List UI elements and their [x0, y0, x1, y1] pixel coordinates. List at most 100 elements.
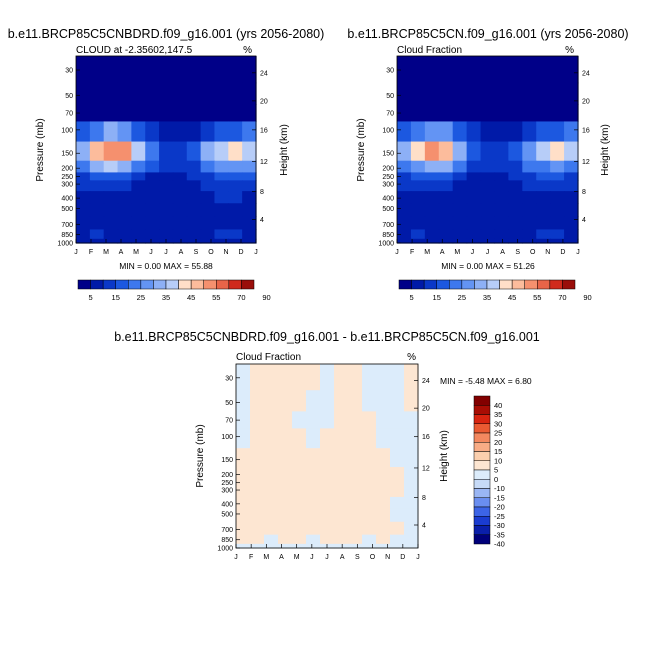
heatmap-cell	[306, 486, 321, 498]
heatmap-cell	[480, 121, 496, 143]
heatmap-cell	[76, 238, 91, 244]
pressure-tick-label: 250	[221, 480, 233, 487]
heatmap-cell	[452, 180, 468, 192]
heatmap-cell	[292, 390, 307, 412]
heatmap-cell	[334, 496, 349, 510]
heatmap-cell	[76, 56, 91, 84]
pressure-tick-label: 400	[61, 196, 73, 203]
heatmap-cell	[376, 364, 391, 391]
heatmap-cell	[348, 478, 363, 487]
month-tick-label: N	[545, 249, 550, 256]
colorbar-label: 35	[162, 293, 170, 302]
heatmap-cell	[278, 478, 293, 487]
heatmap-cell	[89, 56, 105, 84]
height-tick-label: 12	[422, 465, 430, 472]
heatmap-cell	[424, 160, 440, 174]
pressure-tick-label: 30	[225, 375, 233, 382]
heatmap-cell	[494, 121, 509, 143]
pressure-tick-label: 300	[61, 182, 73, 189]
heatmap-cell	[362, 496, 377, 510]
heatmap-cell	[348, 364, 363, 391]
month-tick-label: J	[395, 249, 399, 256]
heatmap-cell	[250, 543, 265, 549]
heatmap-cell	[236, 364, 251, 391]
heatmap-cell	[186, 141, 202, 162]
heatmap-cell	[466, 229, 482, 240]
panel-2-ylabel-right: Height (km)	[600, 124, 611, 176]
heatmap-cell	[89, 82, 105, 105]
heatmap-cell	[228, 141, 243, 162]
heatmap-cell	[404, 486, 419, 498]
panel-1-subtitle: CLOUD at -2.35602,147.5	[76, 45, 193, 56]
heatmap-cell	[480, 160, 496, 174]
heatmap-cell	[228, 238, 243, 244]
heatmap-cell	[131, 160, 146, 174]
heatmap-cell	[228, 104, 243, 123]
heatmap-cell	[536, 141, 551, 162]
heatmap-cell	[404, 521, 419, 536]
month-tick-label: A	[500, 249, 505, 256]
pressure-tick-label: 850	[61, 232, 73, 239]
heatmap-cell	[131, 172, 146, 181]
heatmap-cell	[145, 160, 160, 174]
colorbar-label: -30	[494, 521, 505, 530]
pressure-tick-label: 850	[221, 537, 233, 544]
heatmap-cell	[334, 478, 349, 487]
colorbar-label: 15	[433, 293, 441, 302]
heatmap-cell	[250, 448, 265, 468]
heatmap-cell	[362, 411, 377, 429]
heatmap-cell	[564, 180, 579, 192]
month-tick-label: D	[238, 249, 243, 256]
heatmap-cell	[159, 229, 174, 240]
heatmap-cell	[494, 56, 509, 84]
heatmap-cell	[278, 390, 293, 412]
height-tick-label: 24	[582, 70, 590, 77]
heatmap-cell	[452, 216, 468, 231]
heatmap-cell	[320, 508, 335, 523]
heatmap-cell	[306, 543, 321, 549]
heatmap-cell	[320, 428, 335, 449]
heatmap-cell	[292, 478, 307, 487]
heatmap-cell	[550, 191, 565, 204]
colorbar-label: 90	[262, 293, 270, 302]
heatmap-cell	[376, 543, 391, 549]
heatmap-cell	[76, 82, 91, 105]
heatmap-cell	[480, 191, 496, 204]
heatmap-cell	[410, 180, 426, 192]
heatmap-cell	[159, 216, 174, 231]
heatmap-cell	[362, 448, 377, 468]
heatmap-cell	[236, 508, 251, 523]
heatmap-cell	[410, 121, 426, 143]
heatmap-cell	[214, 104, 229, 123]
pressure-tick-label: 70	[65, 111, 73, 118]
heatmap-cell	[214, 229, 229, 240]
heatmap-cell	[404, 543, 419, 549]
heatmap-cell	[89, 104, 105, 123]
heatmap-cell	[159, 191, 174, 204]
panel-3-subtitle: Cloud Fraction	[236, 352, 301, 363]
heatmap-cell	[320, 521, 335, 536]
heatmap-cell	[397, 160, 412, 174]
heatmap-cell	[424, 172, 440, 181]
heatmap-cell	[186, 121, 202, 143]
heatmap-cell	[320, 448, 335, 468]
pressure-tick-label: 70	[386, 111, 394, 118]
panel-2-title: b.e11.BRCP85C5CN.f09_g16.001 (yrs 2056-2…	[347, 27, 628, 41]
pressure-tick-label: 1000	[57, 241, 73, 248]
heatmap-cell	[438, 203, 454, 217]
heatmap-cell	[410, 229, 426, 240]
colorbar-label: -20	[494, 503, 505, 512]
colorbar-label: 25	[458, 293, 466, 302]
height-tick-label: 16	[260, 127, 268, 134]
heatmap-cell	[89, 180, 105, 192]
heatmap-cell	[452, 238, 468, 244]
heatmap-cell	[536, 238, 551, 244]
heatmap-cell	[242, 104, 257, 123]
heatmap-cell	[362, 521, 377, 536]
heatmap-cell	[320, 467, 335, 480]
heatmap-cell	[550, 82, 565, 105]
pressure-tick-label: 500	[61, 206, 73, 213]
month-tick-label: A	[340, 554, 345, 561]
month-tick-label: O	[530, 249, 536, 256]
